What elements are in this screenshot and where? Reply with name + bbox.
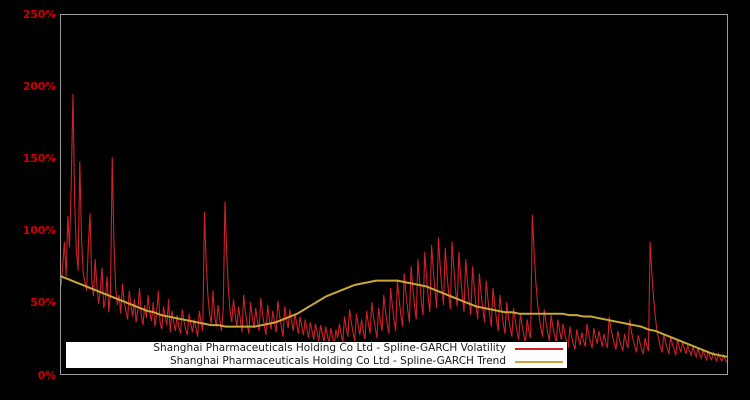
legend-swatch-trend	[515, 360, 563, 363]
legend-item-trend: Shanghai Pharmaceuticals Holding Co Ltd …	[66, 355, 567, 368]
chart-legend: Shanghai Pharmaceuticals Holding Co Ltd …	[65, 341, 568, 369]
series-trend-line	[61, 275, 727, 358]
legend-label-trend: Shanghai Pharmaceuticals Holding Co Ltd …	[170, 355, 506, 367]
y-axis: 250% 200% 150% 100% 50% 0%	[0, 0, 56, 400]
series-volatility-line	[61, 93, 727, 363]
y-axis-tick-label: 0%	[37, 368, 56, 382]
y-axis-tick-label: 200%	[22, 79, 56, 93]
plot-canvas	[61, 93, 727, 363]
legend-item-volatility: Shanghai Pharmaceuticals Holding Co Ltd …	[66, 342, 567, 355]
legend-swatch-volatility	[515, 347, 563, 350]
y-axis-tick-label: 150%	[22, 151, 56, 165]
y-axis-tick-label: 100%	[22, 224, 56, 238]
legend-label-volatility: Shanghai Pharmaceuticals Holding Co Ltd …	[153, 342, 506, 354]
y-axis-tick-label: 250%	[22, 7, 56, 21]
y-axis-tick-label: 50%	[30, 296, 56, 310]
